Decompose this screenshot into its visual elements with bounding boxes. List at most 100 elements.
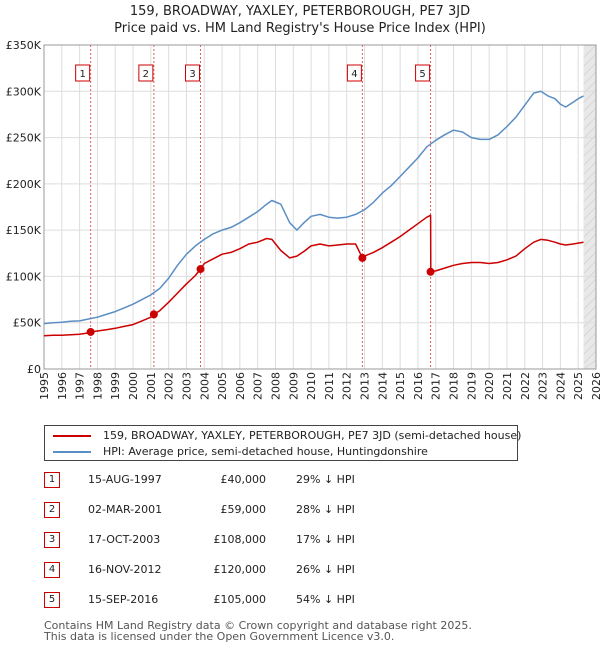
plot-frame [43, 44, 597, 370]
sale-point [86, 327, 95, 336]
sale-number-badge: 3 [44, 532, 60, 548]
sale-date: 17-OCT-2003 [88, 533, 161, 546]
sale-price: £105,000 [213, 593, 267, 606]
sale-date: 02-MAR-2001 [88, 503, 163, 516]
x-tick-label: 2020 [483, 372, 496, 400]
sale-marker-label: 4 [351, 69, 357, 80]
sale-hpi-diff: 26% ↓ HPI [296, 563, 355, 576]
forecast-hatch [583, 224, 597, 238]
y-tick-label: £200K [6, 178, 42, 191]
sale-row: 5 15-SEP-2016 £105,000 54% ↓ HPI [44, 589, 564, 615]
sale-hpi-diff: 29% ↓ HPI [296, 473, 355, 486]
x-tick-label: 1996 [56, 372, 69, 400]
x-tick-label: 2014 [376, 372, 389, 400]
sale-price: £120,000 [213, 563, 267, 576]
forecast-hatch [583, 251, 597, 265]
forecast-hatch [583, 341, 597, 355]
x-tick-label: 2023 [537, 372, 550, 400]
forecast-hatch [583, 305, 597, 319]
sale-marker-box [415, 64, 431, 82]
forecast-hatch [583, 314, 597, 328]
forecast-hatch [583, 44, 597, 58]
x-tick-label: 2003 [180, 372, 193, 400]
footer-licence: This data is licensed under the Open Gov… [44, 630, 395, 643]
y-tick-label: £100K [6, 270, 42, 283]
forecast-hatch [583, 89, 597, 103]
x-tick-label: 2015 [394, 372, 407, 400]
x-tick-label: 2025 [572, 372, 585, 400]
forecast-hatch [583, 260, 597, 274]
x-tick-label: 2008 [269, 372, 282, 400]
chart-subtitle: Price paid vs. HM Land Registry's House … [114, 21, 486, 36]
sale-marker-label: 3 [189, 69, 195, 80]
sale-point [358, 253, 367, 262]
legend: 159, BROADWAY, YAXLEY, PETERBOROUGH, PE7… [44, 425, 521, 461]
sale-hpi-diff: 28% ↓ HPI [296, 503, 355, 516]
sale-price: £108,000 [213, 533, 267, 546]
sale-marker-box [185, 64, 201, 82]
footer-copyright: Contains HM Land Registry data © Crown c… [44, 619, 472, 632]
sale-hpi-diff: 54% ↓ HPI [296, 593, 355, 606]
forecast-hatch [583, 323, 597, 337]
x-tick-label: 2017 [430, 372, 443, 400]
y-tick-label: £150K [6, 224, 42, 237]
forecast-hatch [583, 242, 597, 256]
x-tick-label: 2007 [252, 372, 265, 400]
sale-marker-label: 1 [79, 69, 85, 80]
sale-number-badge: 2 [44, 502, 60, 518]
x-tick-label: 2004 [198, 372, 211, 400]
sale-marker-box [75, 64, 91, 82]
y-tick-label: £250K [6, 132, 42, 145]
x-tick-label: 1999 [109, 372, 122, 400]
forecast-hatch [583, 359, 597, 370]
x-tick-label: 2019 [465, 372, 478, 400]
sale-date: 16-NOV-2012 [88, 563, 162, 576]
forecast-hatch [583, 170, 597, 184]
x-tick-label: 2009 [287, 372, 300, 400]
forecast-hatch [583, 53, 597, 67]
sale-number-badge: 5 [44, 592, 60, 608]
forecast-hatch [583, 107, 597, 121]
x-tick-label: 2012 [341, 372, 354, 400]
legend-swatch-hpi [53, 451, 91, 453]
forecast-hatch [583, 71, 597, 85]
y-tick-label: £350K [6, 39, 42, 52]
sale-marker-label: 2 [143, 69, 149, 80]
property-price-line [43, 214, 584, 337]
sale-number-badge: 1 [44, 472, 60, 488]
forecast-hatch [583, 188, 597, 202]
forecast-hatch [583, 62, 597, 76]
footer: Contains HM Land Registry data © Crown c… [44, 620, 472, 642]
sale-price: £40,000 [220, 473, 267, 486]
y-tick-label: £50K [13, 317, 42, 330]
forecast-hatch [583, 233, 597, 247]
forecast-hatch [583, 278, 597, 292]
legend-swatch-property [53, 435, 91, 437]
x-tick-label: 2011 [323, 372, 336, 400]
sale-hpi-diff: 17% ↓ HPI [296, 533, 355, 546]
forecast-hatch [583, 296, 597, 310]
x-tick-label: 2016 [412, 372, 425, 400]
forecast-region [583, 45, 596, 369]
x-tick-label: 2026 [590, 372, 600, 400]
forecast-hatch [583, 332, 597, 346]
x-tick-label: 2001 [145, 372, 158, 400]
sale-row: 2 02-MAR-2001 £59,000 28% ↓ HPI [44, 499, 564, 525]
sale-point [426, 267, 435, 276]
sale-date: 15-SEP-2016 [88, 593, 159, 606]
plot-area [44, 45, 596, 369]
chart-title-block: 159, BROADWAY, YAXLEY, PETERBOROUGH, PE7… [0, 3, 600, 37]
forecast-hatch [583, 287, 597, 301]
x-tick-label: 2024 [554, 372, 567, 400]
chart-title: 159, BROADWAY, YAXLEY, PETERBOROUGH, PE7… [129, 4, 471, 19]
x-tick-label: 2005 [216, 372, 229, 400]
sale-point [196, 265, 205, 274]
forecast-hatch [583, 197, 597, 211]
price-chart: £0 £50K £100K £150K £200K £250K £300K £350K 1995… [6, 39, 600, 400]
sale-marker-box [346, 64, 362, 82]
sale-row: 3 17-OCT-2003 £108,000 17% ↓ HPI [44, 529, 564, 555]
x-tick-label: 2002 [163, 372, 176, 400]
forecast-hatch [583, 125, 597, 139]
forecast-hatch [583, 206, 597, 220]
sale-marker-box [138, 64, 154, 82]
